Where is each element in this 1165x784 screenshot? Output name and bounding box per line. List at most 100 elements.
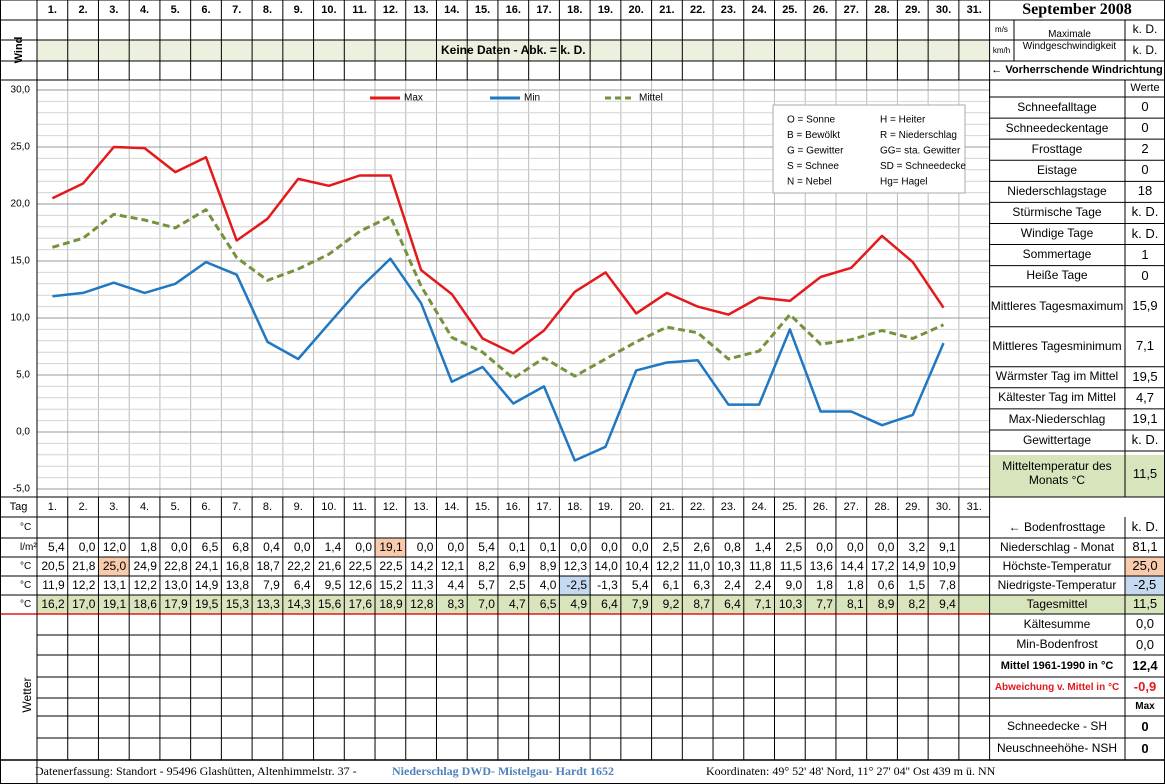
day-label-box: 8. (263, 501, 272, 513)
day-header-box: 31. (967, 4, 982, 16)
temp-cell: 20,5 (41, 558, 65, 573)
precip-cell-box: 0,0 (847, 540, 864, 554)
day-label: 31. (966, 500, 982, 513)
precip-cell: 0,4 (263, 539, 280, 554)
summary-label: ← Bodenfrosttage (1008, 519, 1106, 534)
day-label: 13. (413, 500, 429, 513)
unit-label-box: °C (20, 561, 31, 572)
precip-cell-box: 2,5 (786, 540, 803, 554)
temp-cell: 13,8 (225, 577, 250, 592)
precip-cell-box: 2,6 (693, 540, 710, 554)
day-label-box: 22. (690, 501, 705, 513)
legend-label: Max (404, 93, 423, 104)
day-header-box: 8. (263, 4, 272, 16)
unit-label-box: l/m² (20, 542, 37, 553)
y-tick-label: -5,0 (13, 484, 31, 495)
y-tick-label: 25,0 (11, 142, 31, 153)
summary-label: Tagesmittel (1026, 596, 1088, 611)
summary-value-box: 0 (1141, 719, 1148, 734)
stat-label-box: Mittleres Tagesminimum (992, 339, 1121, 353)
temp-cell: 13,1 (102, 577, 127, 592)
summary-label-box: Tagesmittel (1026, 596, 1088, 611)
summary-label: Schneedecke - SH (1006, 719, 1108, 734)
day-label-box: 20. (629, 501, 644, 513)
temp-cell-box: 14,9 (195, 578, 218, 592)
stat-value: 18 (1137, 183, 1153, 199)
temp-cell-box: 10,3 (717, 559, 740, 573)
temp-cell: 6,3 (693, 577, 711, 592)
wind-kmh-value-box: k. D. (1133, 43, 1158, 57)
day-header-box: 1. (48, 4, 57, 16)
weather-code: R = Niederschlag (880, 130, 957, 141)
stat-label-box: Niederschlagstage (1007, 184, 1106, 198)
summary-label-box: Mittel 1961-1990 in °C (1001, 660, 1114, 672)
temp-cell-box: 11,3 (410, 577, 434, 592)
stat-label: Wärmster Tag im Mittel (995, 369, 1119, 384)
stats-header: Werte (1130, 82, 1160, 95)
stat-value: 2 (1141, 141, 1149, 157)
unit-kmh: km/h (992, 45, 1011, 55)
summary-value: 81,1 (1132, 539, 1158, 555)
temp-cell: 24,1 (195, 558, 219, 573)
temp-cell: 4,7 (508, 596, 526, 611)
temp-cell-box: -2,5 (566, 578, 587, 592)
day-label: 16. (505, 500, 521, 513)
precip-cell: 0,0 (78, 539, 96, 554)
stat-label-box: Max-Niederschlag (1009, 412, 1106, 426)
temp-cell: 17,9 (164, 596, 188, 611)
day-header: 17. (536, 3, 552, 16)
day-header-box: 26. (813, 4, 828, 16)
day-header: 25. (782, 3, 798, 16)
stat-label-box: Mittleres Tagesmaximum (990, 298, 1124, 313)
temp-cell-box: 24,9 (133, 558, 157, 573)
temp-cell-box: 12,3 (564, 559, 587, 573)
precip-cell-box: 0,0 (632, 540, 649, 554)
day-label: 1. (47, 500, 57, 513)
temp-cell: 14,4 (840, 558, 864, 573)
precip-cell: 0,0 (877, 539, 895, 554)
temp-cell: 2,5 (508, 577, 526, 592)
precip-cell-box (959, 538, 990, 557)
day-label: 4. (139, 500, 150, 513)
precip-cell-box: 5,4 (48, 540, 65, 554)
summary-value: -2,5 (1133, 577, 1157, 593)
day-label-box: 17. (536, 501, 551, 513)
wind-note-box: Keine Daten - Abk. = k. D. (441, 43, 586, 57)
precip-cell: 6,8 (232, 539, 250, 554)
day-label: 25. (782, 500, 798, 513)
summary-value-box: 0,0 (1136, 616, 1154, 631)
temp-cell: 11,3 (410, 577, 434, 592)
unit-label: °C (20, 598, 32, 610)
day-label-box: 31. (966, 500, 982, 513)
stat-label-box: Heiße Tage (1026, 268, 1087, 282)
temp-cell-box: 12,2 (134, 578, 157, 592)
precip-cell-box: 0,0 (294, 540, 311, 554)
stat-value-box: k. D. (1132, 432, 1159, 447)
temp-cell-box: 12,2 (656, 559, 679, 573)
precip-cell: 0,0 (601, 539, 618, 554)
stat-label: Mittleres Tagesmaximum (990, 298, 1124, 313)
mean-temp-fill (989, 455, 1165, 497)
temp-cell-box (959, 595, 990, 614)
unit-label: °C (20, 521, 32, 533)
temp-cell: 24,9 (133, 558, 157, 573)
temp-cell-box: 11,9 (42, 578, 64, 592)
stat-label-box: Gewittertage (1023, 433, 1091, 447)
temp-cell: 18,7 (256, 558, 280, 573)
temp-cell-box: 10,3 (778, 596, 803, 611)
summary-label: Neuschneehöhe- NSH (996, 741, 1118, 756)
day-header-box: 22. (690, 4, 705, 16)
day-label-box: 12. (383, 501, 398, 513)
summary-value-box: Max (1135, 701, 1154, 712)
temp-cell-box: 10,9 (933, 559, 956, 573)
temp-cell-box: 13,3 (256, 597, 279, 611)
day-label: 14. (444, 500, 460, 513)
temp-cell-box: 1,5 (908, 578, 925, 592)
stat-label-box: Schneedeckentage (1006, 121, 1109, 135)
day-label-box: 24. (751, 501, 766, 513)
temp-cell: 1,8 (816, 577, 833, 592)
temp-cell: 10,3 (778, 596, 803, 611)
temp-cell: 12,8 (410, 596, 434, 611)
temp-cell: -1,3 (597, 577, 618, 592)
tag-label-box: Tag (10, 501, 28, 513)
